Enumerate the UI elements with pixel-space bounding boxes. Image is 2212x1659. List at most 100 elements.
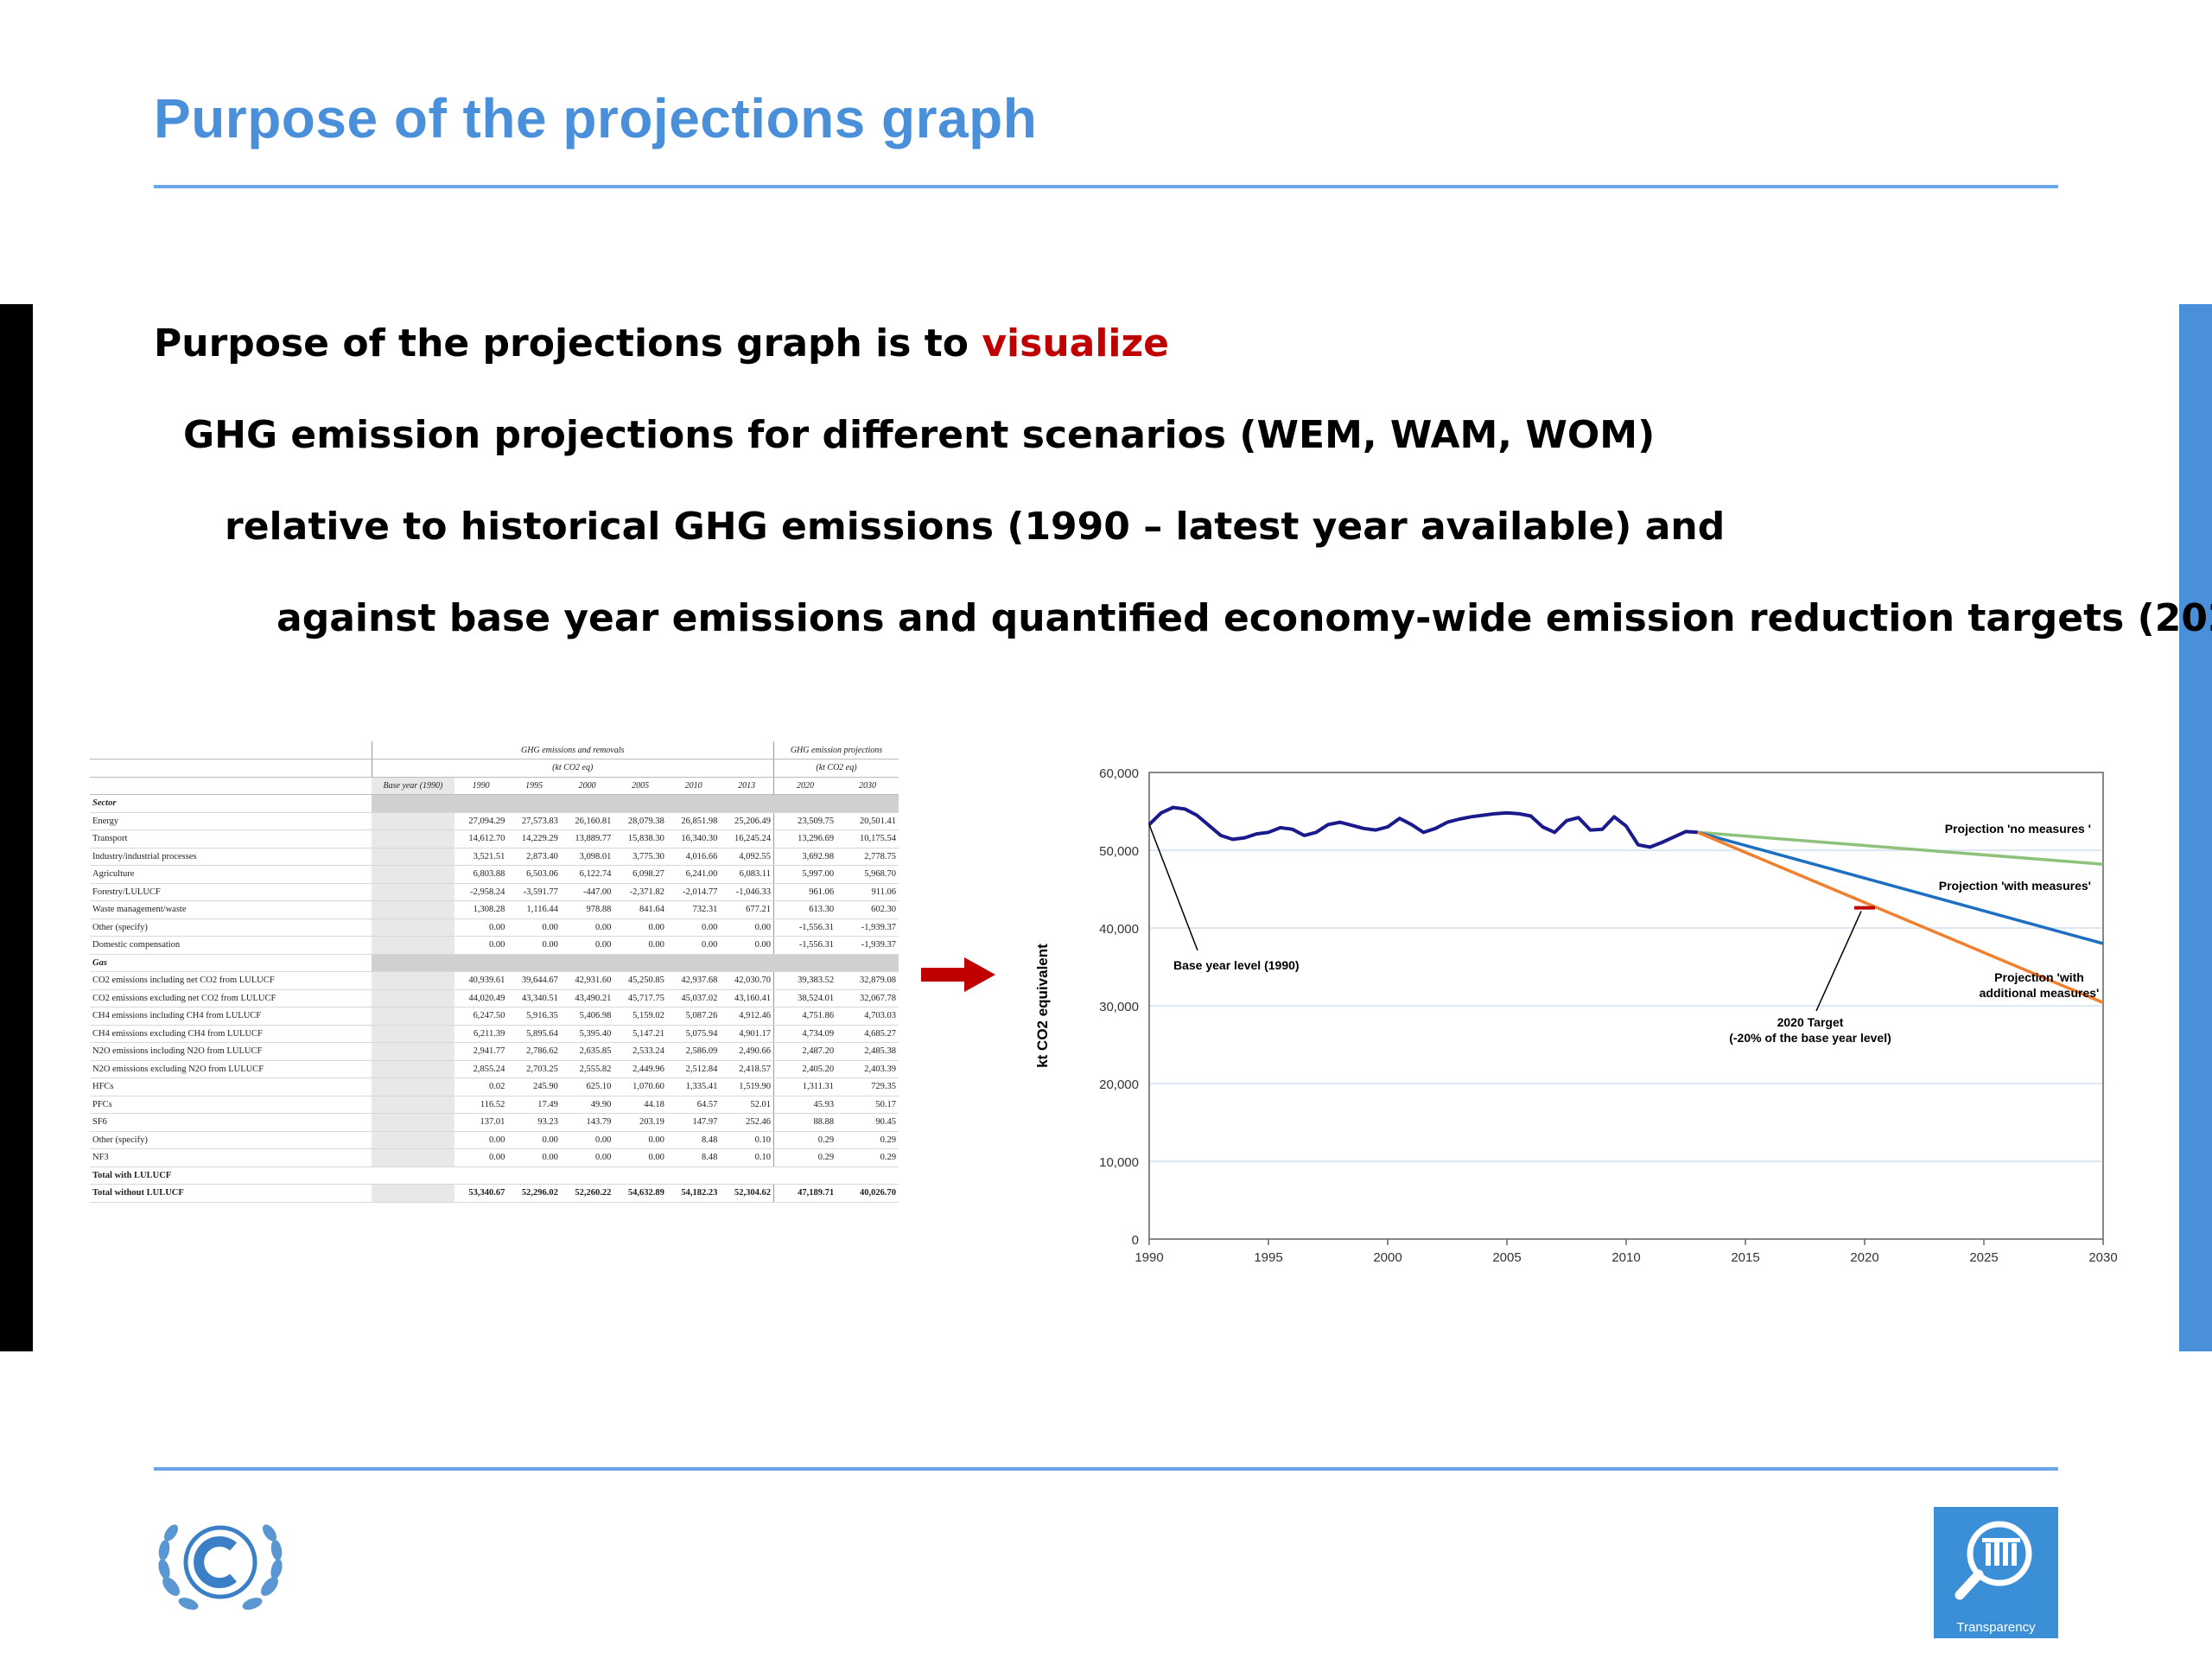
table-cell: 677.21 [720, 900, 774, 919]
table-cell [372, 1042, 454, 1061]
table-cell: 52,296.02 [507, 1184, 561, 1203]
table-row-label: N2O emissions excluding N2O from LULUCF [90, 1060, 372, 1078]
table-row: CO2 emissions excluding net CO2 from LUL… [90, 989, 899, 1007]
table-cell: 2,490.66 [720, 1042, 774, 1061]
table-cell: 13,889.77 [560, 830, 614, 849]
y-axis-ticks: 0 10,000 20,000 30,000 40,000 50,000 60,000 [1099, 766, 1139, 1248]
table-group-header-hist: GHG emissions and removals [371, 741, 774, 760]
table-cell: 0.00 [560, 918, 614, 937]
table-cell: 8.48 [666, 1131, 721, 1149]
table-cell: 5,916.35 [507, 1007, 561, 1026]
table-cell: 2,635.85 [560, 1042, 614, 1061]
table-cell: 4,685.27 [836, 1025, 899, 1043]
table-cell [372, 865, 454, 884]
table-row-label: PFCs [90, 1096, 372, 1114]
table-cell: 10,175.54 [836, 830, 899, 849]
table-cell: 14,612.70 [454, 830, 508, 849]
table-cell: 40,939.61 [454, 971, 508, 990]
y-tick-label: 40,000 [1099, 922, 1139, 937]
table-cell: 6,503.06 [507, 865, 561, 884]
chart-series [1147, 805, 2104, 1005]
table-cell: 5,895.64 [507, 1025, 561, 1043]
table-cell: 45,037.02 [666, 989, 721, 1007]
table-cell [372, 1096, 454, 1114]
table-cell: 54,182.23 [666, 1184, 721, 1203]
table-cell: 0.00 [454, 918, 508, 937]
table-row: Energy 27,094.29 27,573.83 26,160.81 28,079.… [90, 812, 899, 830]
additional-measures-label-2: additional measures' [1980, 986, 2100, 1000]
table-row-label: NF3 [90, 1148, 372, 1167]
table-group-header-proj: GHG emission projections [772, 741, 899, 760]
table-cell: 93.23 [507, 1113, 561, 1132]
title-divider [154, 185, 2058, 188]
table-row-label: Total without LULUCF [90, 1184, 372, 1203]
table-cell: 6,247.50 [454, 1007, 508, 1026]
table-cell: 0.00 [454, 1148, 508, 1167]
base-year-pointer [1148, 824, 1198, 951]
table-cell: 978.88 [560, 900, 614, 919]
table-cell: 3,521.51 [454, 848, 508, 866]
table-cell: 5,087.26 [666, 1007, 721, 1026]
table-cell: 2,555.82 [560, 1060, 614, 1078]
table-cell: 26,160.81 [560, 812, 614, 830]
table-row-label: Other (specify) [90, 918, 372, 937]
table-corner-2 [90, 759, 372, 778]
table-cell: 5,406.98 [560, 1007, 614, 1026]
table-cell: 203.19 [613, 1113, 667, 1132]
table-cell: 42,937.68 [666, 971, 721, 990]
table-cell: 13,296.69 [772, 830, 837, 849]
table-column-header: 2030 [836, 777, 899, 795]
table-cell: 45,717.75 [613, 989, 667, 1007]
table-row: NF3 0.00 0.00 0.00 0.00 8.48 0.10 0.29 0.29 [90, 1148, 899, 1167]
table-cell: -1,939.37 [836, 918, 899, 937]
table-row-label: HFCs [90, 1077, 372, 1096]
table-cell: 44.18 [613, 1096, 667, 1114]
table-cell: 0.00 [507, 1131, 561, 1149]
table-cell: 4,912.46 [720, 1007, 774, 1026]
table-column-header: 2005 [613, 777, 667, 795]
table-cell [372, 1007, 454, 1026]
table-cell: 252.46 [720, 1113, 774, 1132]
table-row: N2O emissions excluding N2O from LULUCF 2… [90, 1060, 899, 1078]
table-cell: 0.00 [560, 1131, 614, 1149]
table-cell: 0.00 [454, 1131, 508, 1149]
table-cell: 613.30 [772, 900, 837, 919]
table-cell: 729.35 [836, 1077, 899, 1096]
table-total-with-label: Total with LULUCF [90, 1166, 372, 1185]
table-cell: 43,160.41 [720, 989, 774, 1007]
table-cell: -3,591.77 [507, 883, 561, 901]
table-row: Other (specify) 0.00 0.00 0.00 0.00 0.00 0.00-… [90, 918, 899, 937]
table-cell: 40,026.70 [836, 1184, 899, 1203]
table-cell: 2,855.24 [454, 1060, 508, 1078]
table-cell: 0.00 [666, 936, 721, 955]
table-row-label: CH4 emissions excluding CH4 from LULUCF [90, 1025, 372, 1043]
table-row-label: Other (specify) [90, 1131, 372, 1149]
table-cell: 147.97 [666, 1113, 721, 1132]
table-cell [372, 900, 454, 919]
y-tick-label: 30,000 [1099, 1000, 1139, 1014]
table-cell: 32,067.78 [836, 989, 899, 1007]
table-cell: 0.29 [836, 1148, 899, 1167]
emissions-table-figure: GHG emissions and removals GHG emission … [90, 741, 899, 1243]
x-tick-label: 2025 [1969, 1250, 1998, 1262]
table-cell: 4,901.17 [720, 1025, 774, 1043]
table-cell [372, 1131, 454, 1149]
table-cell [372, 971, 454, 990]
table-cell: 15,838.30 [613, 830, 667, 849]
bullet-line-3: relative to historical GHG emissions (19… [225, 505, 1726, 549]
table-column-header: 1995 [507, 777, 561, 795]
table-cell [372, 883, 454, 901]
table-cell: 2,786.62 [507, 1042, 561, 1061]
table-cell: 245.90 [507, 1077, 561, 1096]
table-cell: 54,632.89 [613, 1184, 667, 1203]
table-cell: 1,308.28 [454, 900, 508, 919]
table-cell [372, 812, 454, 830]
table-cell: 4,092.55 [720, 848, 774, 866]
table-cell: 8.48 [666, 1148, 721, 1167]
table-cell: 45.93 [772, 1096, 837, 1114]
unfccc-logo-icon [158, 1524, 283, 1610]
table-cell: 0.00 [720, 918, 774, 937]
table-cell: 2,403.39 [836, 1060, 899, 1078]
bullet-line-4: against base year emissions and quantifi… [276, 596, 2212, 640]
table-cell: 39,644.67 [507, 971, 561, 990]
